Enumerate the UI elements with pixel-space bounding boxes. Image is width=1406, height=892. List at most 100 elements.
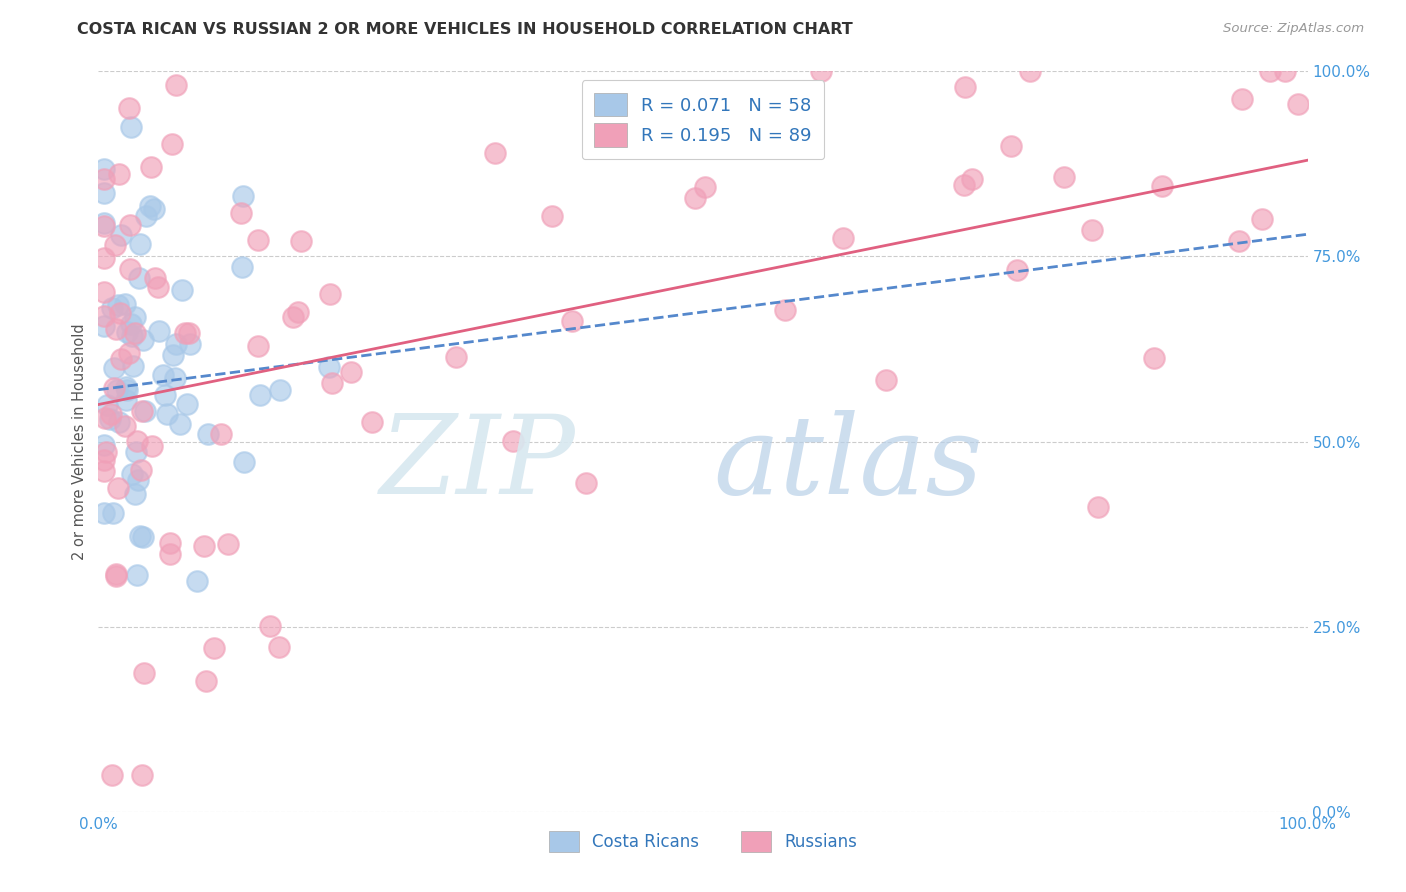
Point [155, 388, 177, 402]
Point [93, 162, 115, 177]
Text: COSTA RICAN VS RUSSIAN 2 OR MORE VEHICLES IN HOUSEHOLD CORRELATION CHART: COSTA RICAN VS RUSSIAN 2 OR MORE VEHICLE… [77, 22, 853, 37]
Point [281, 310, 304, 324]
Point [135, 210, 157, 224]
Point [110, 228, 132, 243]
Point [249, 387, 271, 401]
Point [93, 186, 115, 200]
Point [101, 301, 124, 315]
Point [172, 283, 194, 297]
Point [132, 333, 155, 347]
Point [165, 78, 187, 93]
Point [340, 365, 363, 379]
Point [269, 383, 291, 397]
Point [540, 209, 562, 223]
Point [94, 410, 117, 425]
Point [693, 180, 716, 194]
Point [217, 537, 239, 551]
Point [1000, 138, 1022, 153]
Point [1053, 170, 1076, 185]
Point [159, 547, 181, 561]
Point [360, 415, 382, 429]
Point [960, 171, 983, 186]
Point [1230, 92, 1253, 106]
Point [107, 481, 129, 495]
Point [93, 251, 115, 265]
Point [1286, 96, 1309, 111]
Point [108, 415, 131, 429]
Point [267, 640, 290, 654]
Point [195, 673, 218, 688]
Point [232, 455, 254, 469]
Point [209, 427, 232, 442]
Legend: Costa Ricans, Russians: Costa Ricans, Russians [543, 824, 863, 859]
Point [120, 261, 142, 276]
Point [132, 530, 155, 544]
Point [108, 306, 131, 320]
Point [120, 120, 142, 135]
Point [93, 318, 115, 333]
Point [115, 326, 138, 340]
Point [173, 326, 195, 340]
Point [100, 411, 122, 425]
Point [955, 79, 977, 94]
Point [810, 64, 832, 78]
Point [139, 160, 162, 174]
Point [169, 417, 191, 431]
Point [134, 665, 156, 680]
Point [118, 218, 141, 232]
Point [1143, 351, 1166, 366]
Point [1258, 64, 1281, 78]
Point [93, 310, 115, 324]
Point [93, 285, 115, 300]
Point [93, 219, 115, 234]
Point [96, 398, 118, 412]
Point [259, 618, 281, 632]
Point [134, 403, 156, 417]
Point [124, 310, 146, 324]
Point [129, 529, 152, 543]
Point [290, 234, 312, 248]
Point [93, 438, 115, 452]
Point [231, 205, 253, 219]
Point [1227, 234, 1250, 248]
Point [118, 345, 141, 359]
Point [104, 568, 127, 582]
Point [93, 452, 115, 467]
Point [193, 539, 215, 553]
Point [561, 314, 583, 328]
Point [108, 167, 131, 181]
Point [93, 172, 115, 186]
Point [122, 359, 145, 374]
Point [131, 403, 153, 417]
Point [124, 326, 146, 340]
Point [101, 506, 124, 520]
Point [762, 139, 785, 153]
Point [162, 137, 184, 152]
Point [162, 348, 184, 362]
Point [110, 352, 132, 367]
Point [232, 189, 254, 203]
Point [179, 326, 201, 340]
Point [103, 361, 125, 376]
Point [101, 767, 124, 781]
Point [952, 178, 974, 193]
Point [179, 337, 201, 351]
Point [159, 535, 181, 549]
Point [156, 407, 179, 421]
Point [246, 339, 269, 353]
Point [115, 380, 138, 394]
Point [1080, 223, 1102, 237]
Point [202, 641, 225, 656]
Point [318, 359, 340, 374]
Point [131, 767, 153, 781]
Point [231, 260, 253, 274]
Point [114, 297, 136, 311]
Point [319, 286, 342, 301]
Point [127, 434, 149, 449]
Point [128, 270, 150, 285]
Point [118, 101, 141, 115]
Point [875, 373, 897, 387]
Point [165, 371, 187, 385]
Point [105, 322, 128, 336]
Point [176, 397, 198, 411]
